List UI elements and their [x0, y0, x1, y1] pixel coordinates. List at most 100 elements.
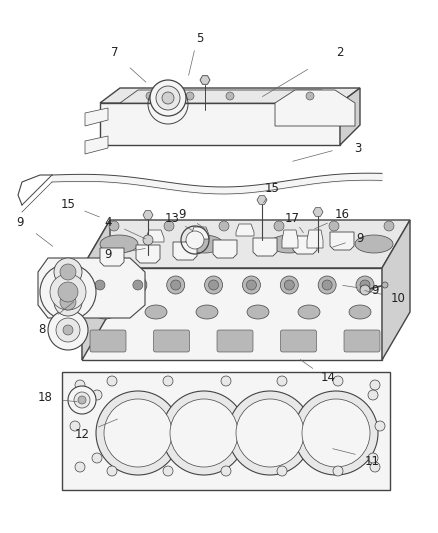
Circle shape: [109, 221, 119, 231]
Text: 8: 8: [38, 324, 46, 336]
Circle shape: [321, 280, 332, 290]
Circle shape: [162, 391, 245, 475]
Circle shape: [369, 462, 379, 472]
Circle shape: [133, 280, 142, 290]
Circle shape: [318, 276, 336, 294]
Text: 16: 16: [334, 208, 349, 222]
Circle shape: [242, 276, 260, 294]
FancyBboxPatch shape: [343, 330, 379, 352]
Circle shape: [107, 376, 117, 386]
Polygon shape: [146, 230, 164, 242]
Circle shape: [129, 276, 147, 294]
Circle shape: [301, 399, 369, 467]
Circle shape: [328, 221, 338, 231]
Polygon shape: [62, 372, 389, 490]
Circle shape: [367, 453, 377, 463]
Text: 7: 7: [111, 45, 119, 59]
Ellipse shape: [247, 305, 268, 319]
Circle shape: [68, 386, 96, 414]
Circle shape: [355, 276, 373, 294]
Circle shape: [359, 280, 369, 290]
Ellipse shape: [145, 305, 166, 319]
Circle shape: [284, 280, 293, 290]
Circle shape: [186, 231, 204, 249]
Circle shape: [150, 80, 186, 116]
Polygon shape: [82, 220, 409, 268]
Polygon shape: [100, 103, 339, 145]
Circle shape: [60, 294, 76, 310]
Circle shape: [91, 276, 109, 294]
Polygon shape: [120, 90, 339, 103]
Circle shape: [54, 288, 82, 316]
Circle shape: [227, 391, 311, 475]
Circle shape: [374, 421, 384, 431]
Text: 9: 9: [371, 284, 378, 296]
Circle shape: [383, 221, 393, 231]
Polygon shape: [252, 238, 276, 256]
Ellipse shape: [195, 305, 218, 319]
Circle shape: [107, 466, 117, 476]
Circle shape: [96, 391, 180, 475]
Polygon shape: [100, 248, 124, 266]
Polygon shape: [312, 208, 322, 216]
Circle shape: [162, 376, 173, 386]
Circle shape: [78, 396, 86, 404]
Ellipse shape: [354, 235, 392, 253]
Circle shape: [273, 221, 283, 231]
Text: 2: 2: [336, 45, 343, 59]
Polygon shape: [292, 236, 316, 254]
FancyBboxPatch shape: [153, 330, 189, 352]
Text: 15: 15: [264, 182, 279, 195]
Polygon shape: [136, 245, 159, 263]
Polygon shape: [339, 88, 359, 145]
Text: 9: 9: [16, 215, 24, 229]
Circle shape: [104, 399, 172, 467]
Ellipse shape: [297, 305, 319, 319]
Circle shape: [164, 221, 173, 231]
Polygon shape: [85, 108, 108, 126]
Circle shape: [40, 264, 96, 320]
Circle shape: [75, 462, 85, 472]
Circle shape: [56, 318, 80, 342]
Circle shape: [381, 282, 387, 288]
Polygon shape: [212, 240, 237, 258]
Circle shape: [219, 221, 229, 231]
Polygon shape: [381, 220, 409, 360]
Circle shape: [170, 280, 180, 290]
Circle shape: [92, 453, 102, 463]
Text: 3: 3: [353, 141, 361, 155]
Circle shape: [279, 276, 297, 294]
Circle shape: [367, 390, 377, 400]
Circle shape: [369, 380, 379, 390]
Ellipse shape: [269, 235, 307, 253]
Text: 4: 4: [104, 215, 112, 229]
Polygon shape: [236, 224, 254, 236]
Polygon shape: [191, 227, 208, 239]
Circle shape: [48, 310, 88, 350]
Circle shape: [208, 280, 218, 290]
Circle shape: [332, 466, 342, 476]
Circle shape: [220, 376, 230, 386]
Text: 9: 9: [104, 248, 112, 262]
Circle shape: [359, 285, 369, 295]
Circle shape: [276, 466, 286, 476]
Text: 14: 14: [320, 372, 335, 384]
Ellipse shape: [100, 235, 138, 253]
Text: 10: 10: [390, 292, 405, 304]
Polygon shape: [173, 242, 197, 260]
Text: 12: 12: [74, 429, 89, 441]
Text: 15: 15: [60, 198, 75, 212]
Text: 5: 5: [196, 31, 203, 44]
Text: 13: 13: [164, 212, 179, 224]
Circle shape: [186, 92, 194, 100]
Circle shape: [50, 274, 86, 310]
Circle shape: [146, 92, 154, 100]
Circle shape: [54, 258, 82, 286]
Ellipse shape: [184, 235, 223, 253]
FancyBboxPatch shape: [280, 330, 316, 352]
Circle shape: [170, 399, 237, 467]
Text: 9: 9: [178, 208, 185, 222]
Circle shape: [95, 280, 105, 290]
Circle shape: [155, 86, 180, 110]
Circle shape: [236, 399, 303, 467]
